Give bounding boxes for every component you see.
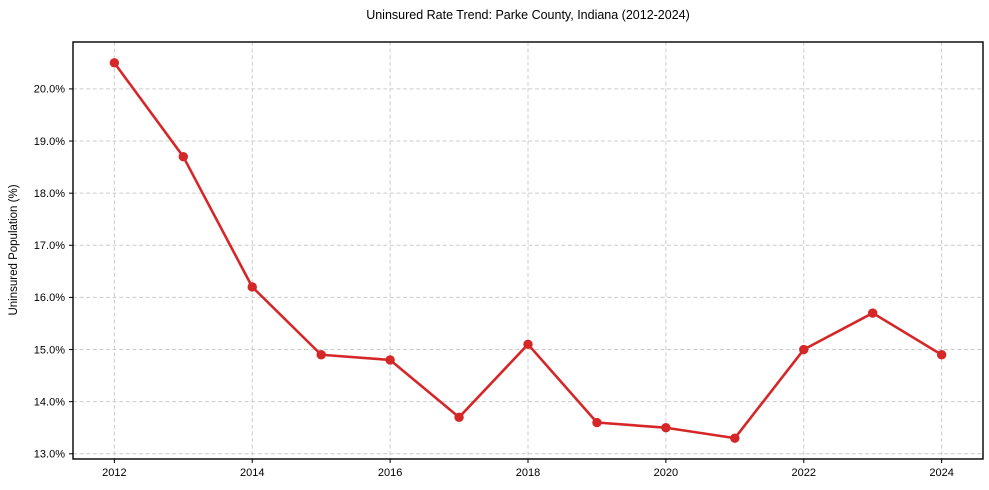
y-tick-label: 15.0% bbox=[34, 344, 65, 356]
x-tick-label: 2016 bbox=[378, 467, 402, 479]
data-point bbox=[454, 412, 464, 422]
y-tick-label: 16.0% bbox=[34, 292, 65, 304]
data-point bbox=[799, 344, 809, 355]
x-tick-label: 2018 bbox=[516, 467, 540, 479]
x-tick-label: 2014 bbox=[240, 467, 264, 479]
data-point bbox=[936, 350, 947, 360]
data-point bbox=[109, 58, 120, 68]
plot-border bbox=[72, 41, 984, 460]
chart-title: Uninsured Rate Trend: Parke County, Indi… bbox=[366, 8, 690, 22]
y-tick-label: 14.0% bbox=[34, 396, 65, 408]
y-tick-label: 20.0% bbox=[34, 84, 65, 96]
data-point bbox=[247, 282, 257, 292]
x-tick-label: 2024 bbox=[929, 467, 953, 479]
x-tick-label: 2012 bbox=[102, 467, 126, 479]
data-point bbox=[661, 423, 671, 433]
data-point bbox=[730, 433, 740, 443]
data-point bbox=[592, 417, 602, 428]
y-tick-label: 18.0% bbox=[34, 188, 65, 200]
data-point bbox=[178, 151, 189, 162]
x-tick-label: 2022 bbox=[792, 467, 816, 479]
y-tick-label: 13.0% bbox=[34, 449, 65, 461]
y-tick-label: 17.0% bbox=[34, 240, 65, 252]
data-point bbox=[867, 308, 878, 318]
x-tick-label: 2020 bbox=[654, 467, 678, 479]
y-tick-label: 19.0% bbox=[34, 136, 65, 148]
data-point bbox=[523, 339, 533, 350]
data-point bbox=[385, 355, 395, 365]
data-point bbox=[316, 350, 326, 360]
